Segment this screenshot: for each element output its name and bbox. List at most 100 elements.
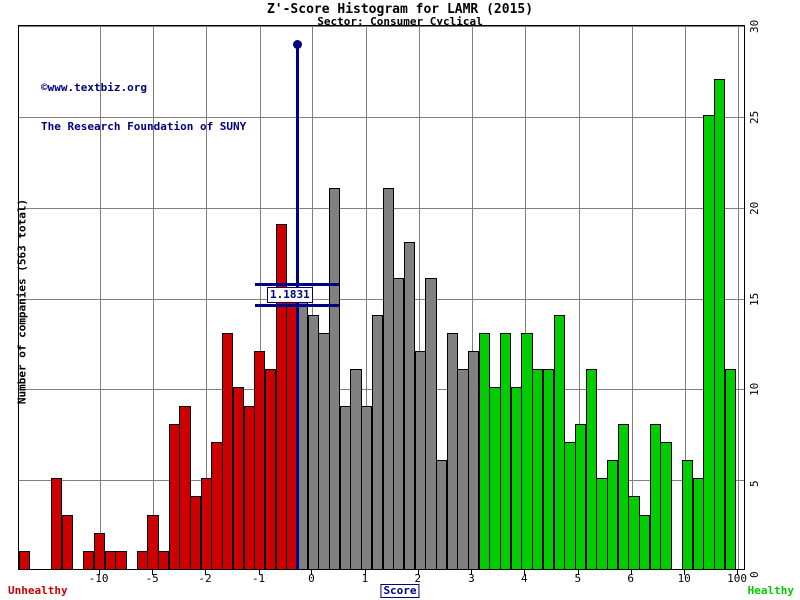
legend-healthy: Healthy <box>747 584 794 597</box>
gridline-vertical <box>206 26 208 569</box>
x-tick-label: 2 <box>414 572 422 585</box>
histogram-bar <box>414 351 426 569</box>
y-tick-label: 25 <box>748 110 761 124</box>
gridline-vertical <box>99 26 101 569</box>
gridline-vertical <box>312 26 314 569</box>
histogram-bar <box>649 423 662 569</box>
histogram-bar <box>61 514 74 569</box>
histogram-bar <box>83 550 95 569</box>
y-tick-label: 20 <box>748 201 761 215</box>
histogram-bar <box>596 478 608 569</box>
histogram-bar <box>382 187 394 569</box>
y-axis-label: Number of companies (563 total) <box>15 198 29 405</box>
x-tick-mark <box>364 570 366 575</box>
x-tick-mark <box>205 570 207 575</box>
gridline-vertical <box>365 26 367 569</box>
histogram-bars <box>19 26 744 569</box>
x-tick-label: 1 <box>361 572 369 585</box>
x-tick-mark <box>417 570 419 575</box>
histogram-bar <box>489 387 501 569</box>
gridline-vertical <box>685 26 687 569</box>
x-tick-mark <box>258 570 260 575</box>
x-tick-label: 10 <box>677 572 691 585</box>
gridline-vertical <box>738 26 740 569</box>
x-tick-mark <box>684 570 686 575</box>
x-tick-mark <box>311 570 313 575</box>
histogram-bar <box>692 478 704 569</box>
histogram-bar <box>703 114 715 569</box>
histogram-bar <box>446 332 458 569</box>
x-tick-label: 3 <box>468 572 475 585</box>
histogram-bar <box>254 351 266 569</box>
histogram-bar <box>147 514 159 569</box>
histogram-bar <box>19 550 31 569</box>
histogram-bar <box>275 223 287 569</box>
gridline-vertical <box>418 26 420 569</box>
histogram-bar <box>179 405 191 569</box>
histogram-bar <box>457 369 469 569</box>
histogram-bar <box>542 369 555 569</box>
page-title: Z'-Score Histogram for LAMR (2015) <box>266 2 534 17</box>
histogram-bar <box>724 369 736 569</box>
y-tick-label: 30 <box>748 19 761 33</box>
x-tick-label: 0 <box>308 572 315 585</box>
histogram-bar <box>574 423 587 569</box>
histogram-bar <box>243 405 255 569</box>
x-tick-label: -10 <box>88 572 109 585</box>
plot-area: 1.1831 ©www.textbiz.org The Research Fou… <box>18 25 745 570</box>
gridline-horizontal <box>19 26 744 27</box>
histogram-bar <box>521 332 533 569</box>
marker-bracket-top <box>254 282 339 286</box>
histogram-bar <box>532 369 544 569</box>
histogram-bar <box>585 369 597 569</box>
histogram-bar <box>104 550 116 569</box>
histogram-bar <box>393 278 405 569</box>
histogram-bar <box>660 441 672 569</box>
gridline-vertical <box>472 26 474 569</box>
gridline-vertical <box>259 26 261 569</box>
histogram-bar <box>339 405 352 569</box>
histogram-bar <box>435 460 448 569</box>
x-tick-mark <box>630 570 632 575</box>
copyright-line-1: ©www.textbiz.org <box>41 81 147 94</box>
x-tick-label: -1 <box>251 572 266 585</box>
x-tick-label: 4 <box>520 572 528 585</box>
x-tick-mark <box>152 570 154 575</box>
histogram-bar <box>510 387 523 569</box>
histogram-bar <box>329 187 341 569</box>
histogram-bar <box>639 514 651 569</box>
marker-bracket-bottom <box>254 303 339 307</box>
histogram-bar <box>403 242 416 569</box>
histogram-bar <box>264 369 277 569</box>
x-tick-label: -2 <box>198 572 212 585</box>
histogram-bar <box>222 332 234 569</box>
legend-unhealthy: Unhealthy <box>8 584 68 597</box>
x-tick-label: 100 <box>727 572 747 585</box>
histogram-bar <box>628 496 640 569</box>
x-tick-label: 5 <box>574 572 582 585</box>
gridline-vertical <box>631 26 633 569</box>
y-tick-label: 5 <box>748 480 761 488</box>
x-tick-mark <box>524 570 526 575</box>
x-axis-label: Score <box>380 584 420 598</box>
x-tick-mark <box>471 570 473 575</box>
histogram-bar <box>157 550 170 569</box>
x-tick-mark <box>98 570 100 575</box>
x-tick-label: -5 <box>145 572 159 585</box>
histogram-bar <box>500 332 512 569</box>
gridline-vertical <box>578 26 580 569</box>
histogram-bar <box>232 387 245 569</box>
histogram-bar <box>617 423 629 569</box>
gridline-vertical <box>525 26 527 569</box>
histogram-bar <box>361 405 373 569</box>
copyright-notice: ©www.textbiz.org The Research Foundation… <box>41 55 246 159</box>
histogram-bar <box>318 332 330 569</box>
histogram-bar <box>93 532 106 569</box>
histogram-bar <box>553 314 565 569</box>
gridline-horizontal <box>19 298 744 300</box>
histogram-bar <box>681 460 694 569</box>
histogram-bar <box>51 478 63 569</box>
histogram-bar <box>168 423 180 569</box>
histogram-bar <box>713 78 726 569</box>
